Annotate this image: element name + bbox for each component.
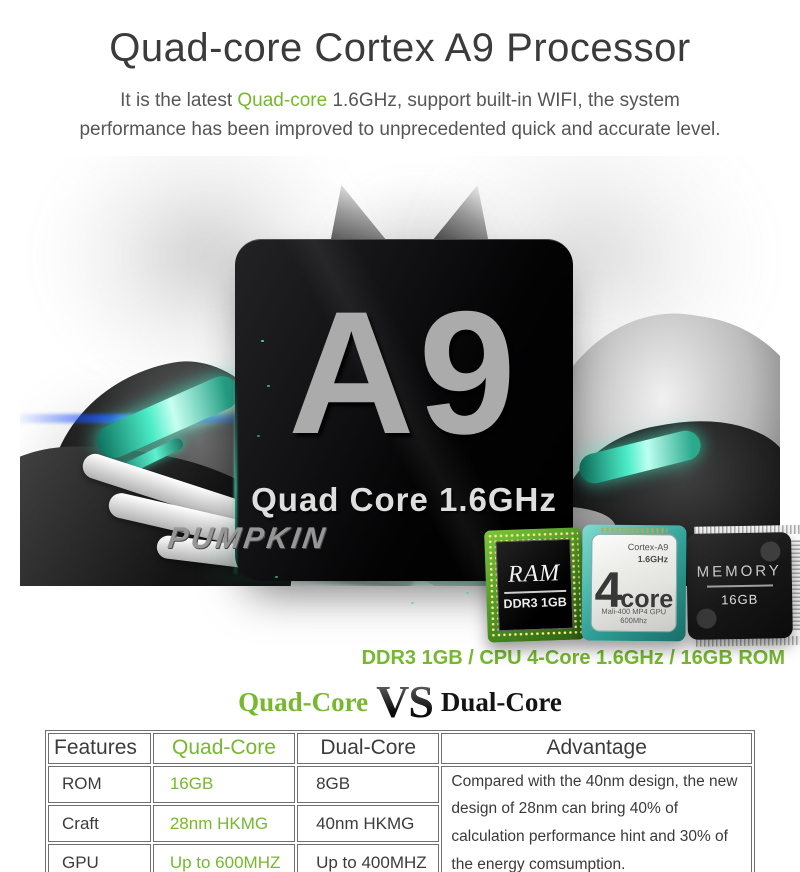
a9-label: A9	[288, 275, 520, 471]
table-header-row: Features Quad-Core Dual-Core Advantage	[48, 732, 752, 764]
chip-box-sheen	[235, 239, 573, 581]
header-features: Features	[48, 732, 151, 764]
header-advantage: Advantage	[441, 732, 752, 764]
memory-chip-circle	[760, 541, 781, 562]
feature-cell: ROM	[48, 765, 151, 803]
memory-chip-subtitle: 16GB	[720, 591, 759, 607]
a9-sublabel: Quad Core 1.6GHz	[251, 480, 557, 518]
cpu-model: Cortex-A9	[627, 541, 669, 553]
hero-image: A9 Quad Core 1.6GHz PUMPKIN RAM DDR3 1GB…	[20, 155, 800, 647]
vs-badge: VS	[376, 675, 434, 727]
subtitle-highlight: Quad-core	[237, 90, 328, 111]
dual-core-cell: Up to 400MHZ	[297, 844, 440, 872]
subtitle-text-2: 1.6GHz, support built-in WIFI, the syste…	[327, 90, 680, 111]
page-subtitle: It is the latest Quad-core 1.6GHz, suppo…	[0, 86, 800, 145]
subtitle-text-3: performance has been improved to unprece…	[79, 119, 721, 141]
comparison-table: Features Quad-Core Dual-Core Advantage R…	[45, 729, 755, 872]
table-row: GPU Up to 600MHZ Up to 400MHZ	[48, 844, 752, 872]
table-row: ROM 16GB 8GB Compared with the 40nm desi…	[48, 765, 752, 872]
table-row: Craft 28nm HKMG 40nm HKMG	[48, 804, 752, 843]
page-title: Quad-core Cortex A9 Processor	[109, 26, 691, 70]
feature-cell: GPU	[48, 844, 151, 872]
feature-cell: Craft	[48, 804, 151, 843]
a9-chip-box: A9 Quad Core 1.6GHz	[234, 238, 573, 581]
advantage-cell: Compared with the 40nm design, the new d…	[441, 765, 752, 872]
vs-heading: Quad-Core VS Dual-Core	[0, 675, 800, 728]
memory-chip: MEMORY 16GB	[686, 524, 800, 647]
brand-logo: PUMPKIN	[165, 521, 330, 555]
header-dual-core: Dual-Core	[297, 732, 440, 764]
teal-spark-dots	[261, 339, 264, 343]
quad-core-cell: Up to 600MHZ	[152, 844, 296, 872]
ram-chip: RAM DDR3 1GB	[484, 527, 585, 643]
header-quad-core: Quad-Core	[152, 732, 296, 764]
cpu-gpu-label: Mali-400 MP4 GPU 600Mhz	[601, 606, 667, 625]
chip-box-edge-glow	[234, 383, 237, 575]
vs-left-label: Quad-Core	[238, 686, 369, 717]
quad-core-cell: 16GB	[152, 765, 296, 803]
memory-chip-title: MEMORY	[696, 562, 782, 581]
quad-core-cell: 28nm HKMG	[152, 804, 296, 843]
memory-chip-text: MEMORY 16GB	[687, 562, 793, 607]
ram-chip-title: RAM	[507, 559, 561, 588]
cpu-chip-face: Cortex-A9 1.6GHz 4core Mali-400 MP4 GPU …	[590, 533, 678, 633]
ram-chip-subtitle: DDR3 1GB	[503, 594, 567, 611]
ram-chip-divider	[503, 589, 566, 594]
subtitle-text: It is the latest	[120, 90, 238, 111]
cpu-chip: Cortex-A9 1.6GHz 4core Mali-400 MP4 GPU …	[581, 524, 687, 642]
memory-chip-circle	[696, 608, 717, 629]
cpu-chip-pins	[601, 527, 668, 534]
dual-core-cell: 8GB	[297, 765, 440, 803]
vs-right-label: Dual-Core	[440, 686, 562, 717]
memory-chip-divider	[706, 584, 773, 587]
chips-caption: DDR3 1GB / CPU 4-Core 1.6GHz / 16GB ROM	[361, 646, 785, 669]
ram-chip-face: RAM DDR3 1GB	[495, 538, 574, 632]
memory-chip-face: MEMORY 16GB	[686, 531, 793, 640]
dual-core-cell: 40nm HKMG	[297, 804, 440, 843]
